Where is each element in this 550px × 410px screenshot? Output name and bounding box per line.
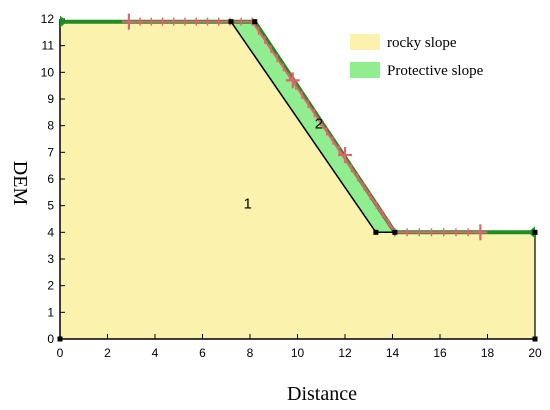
y-tick-label: 7 bbox=[47, 145, 54, 159]
legend-swatch bbox=[350, 34, 380, 50]
vertex-marker bbox=[57, 336, 63, 342]
vertex-marker bbox=[532, 229, 538, 235]
x-tick-label: 2 bbox=[104, 346, 111, 360]
rocky-slope-area bbox=[60, 21, 535, 339]
legend-label: Protective slope bbox=[387, 63, 484, 79]
y-tick-label: 12 bbox=[41, 12, 55, 26]
x-tick-label: 18 bbox=[481, 346, 495, 360]
legend-label: rocky slope bbox=[387, 35, 457, 51]
x-tick-label: 12 bbox=[338, 346, 352, 360]
y-tick-label: 3 bbox=[47, 252, 54, 266]
vertex-marker bbox=[252, 19, 258, 25]
y-tick-label: 2 bbox=[47, 279, 54, 293]
region-label: 1 bbox=[243, 195, 251, 212]
y-tick-label: 0 bbox=[47, 332, 54, 346]
x-axis-label: Distance bbox=[287, 383, 357, 405]
vertex-marker bbox=[392, 229, 398, 235]
region-label: 2 bbox=[315, 115, 323, 132]
sample-profile-line bbox=[128, 20, 481, 234]
y-tick-label: 1 bbox=[47, 305, 54, 319]
protective-slope-area bbox=[231, 21, 395, 233]
x-tick-label: 10 bbox=[291, 346, 305, 360]
start-arrow-marker bbox=[60, 15, 67, 28]
x-tick-label: 8 bbox=[247, 346, 254, 360]
x-tick-label: 6 bbox=[199, 346, 206, 360]
y-tick-label: 4 bbox=[47, 225, 54, 239]
y-tick-label: 8 bbox=[47, 119, 54, 133]
x-tick-label: 16 bbox=[433, 346, 447, 360]
rocky-slope-outline bbox=[230, 21, 377, 233]
end-arrow-marker bbox=[528, 226, 535, 239]
vertex-marker bbox=[228, 19, 234, 25]
y-tick-label: 5 bbox=[47, 199, 54, 213]
legend: rocky slope Protective slope bbox=[350, 34, 484, 79]
vertex-marker bbox=[532, 336, 538, 342]
x-tick-label: 20 bbox=[528, 346, 542, 360]
y-axis-label: DEM bbox=[9, 161, 31, 206]
y-tick-label: 11 bbox=[42, 39, 55, 53]
y-tick-label: 9 bbox=[47, 92, 54, 106]
y-tick-label: 10 bbox=[41, 65, 55, 79]
vertex-marker bbox=[373, 229, 379, 235]
y-tick-label: 6 bbox=[47, 172, 54, 186]
x-tick-label: 4 bbox=[152, 346, 159, 360]
x-tick-label: 0 bbox=[57, 346, 64, 360]
legend-swatch bbox=[350, 62, 380, 78]
x-tick-label: 14 bbox=[386, 346, 400, 360]
